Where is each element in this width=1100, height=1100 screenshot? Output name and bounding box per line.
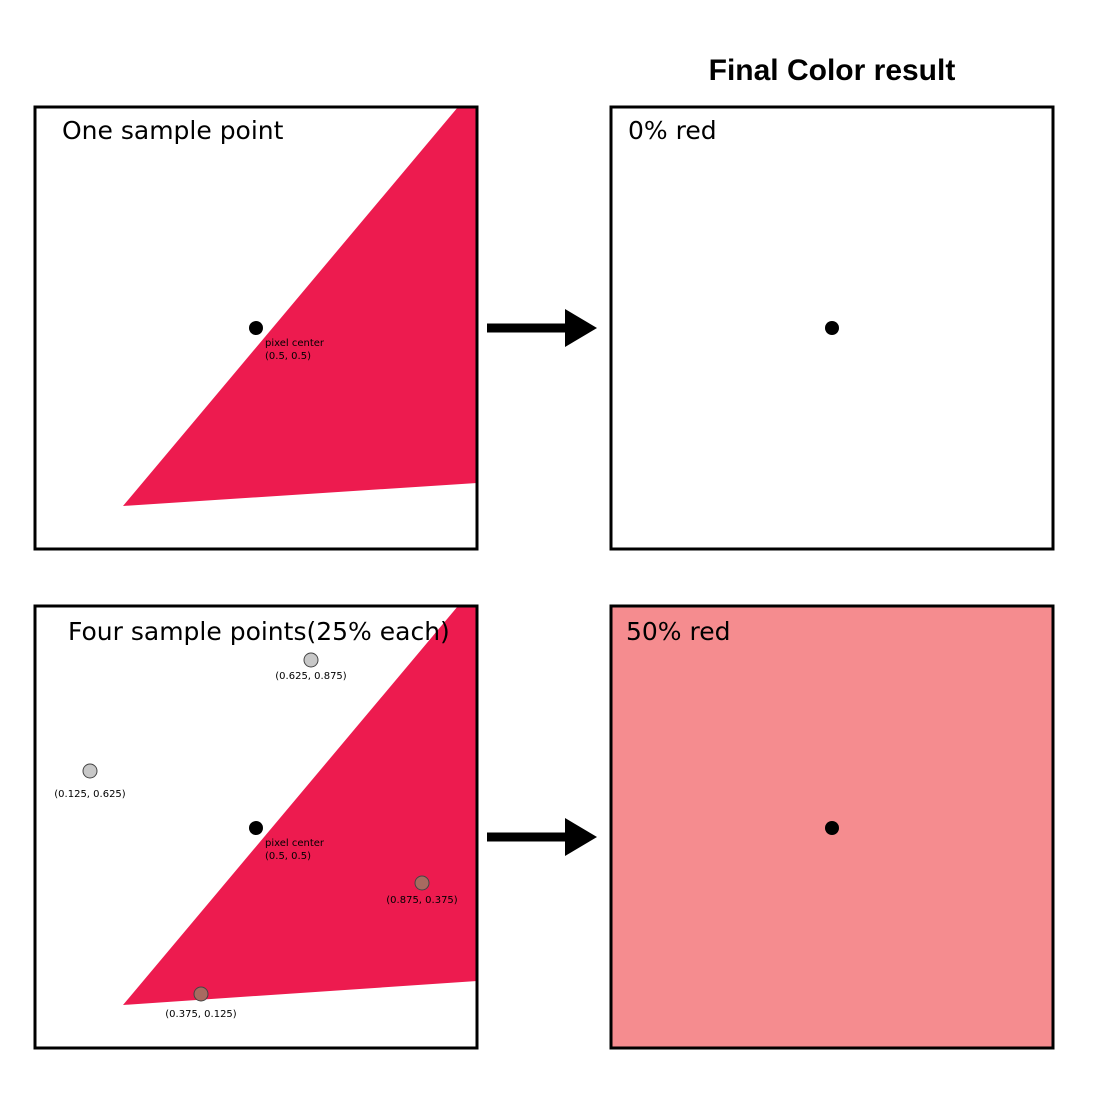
bottom-left-panel-border: [33, 604, 479, 1050]
bottom-left-panel: Four sample points(25% each) pixel cente…: [33, 604, 479, 1050]
sample-point: [414, 875, 430, 891]
bottom-pixel-center-coords: (0.5, 0.5): [265, 851, 311, 862]
bottom-arrow: [487, 818, 597, 856]
sample-point-label: (0.375, 0.125): [165, 1009, 237, 1020]
bottom-pixel-center-dot: [249, 821, 263, 835]
bottom-arrow-head: [565, 818, 597, 856]
top-result-center-dot: [825, 321, 839, 335]
top-arrow-head: [565, 309, 597, 347]
sample-point: [303, 652, 319, 668]
top-left-panel: One sample point pixel center (0.5, 0.5): [33, 105, 479, 551]
top-left-panel-label: One sample point: [62, 116, 284, 145]
top-pixel-center-dot: [249, 321, 263, 335]
sample-point-label: (0.125, 0.625): [54, 789, 126, 800]
bottom-pixel-center-label: pixel center: [265, 838, 325, 849]
sample-point-label: (0.625, 0.875): [275, 671, 347, 682]
top-result-label: 0% red: [628, 116, 717, 145]
sample-point: [82, 763, 98, 779]
top-arrow: [487, 309, 597, 347]
sample-point: [193, 986, 209, 1002]
bottom-result-label: 50% red: [626, 617, 731, 646]
sample-point-label: (0.875, 0.375): [386, 895, 458, 906]
top-triangle: [123, 107, 477, 506]
top-right-panel: 0% red: [609, 105, 1055, 551]
top-left-panel-border: [33, 105, 479, 551]
bottom-right-panel: 50% red: [609, 604, 1055, 1050]
top-pixel-center-label: pixel center: [265, 338, 325, 349]
bottom-triangle: [123, 606, 477, 1005]
top-pixel-center-coords: (0.5, 0.5): [265, 351, 311, 362]
bottom-result-center-dot: [825, 821, 839, 835]
diagram-title: Final Color result: [709, 54, 956, 87]
bottom-left-panel-label: Four sample points(25% each): [68, 617, 450, 646]
